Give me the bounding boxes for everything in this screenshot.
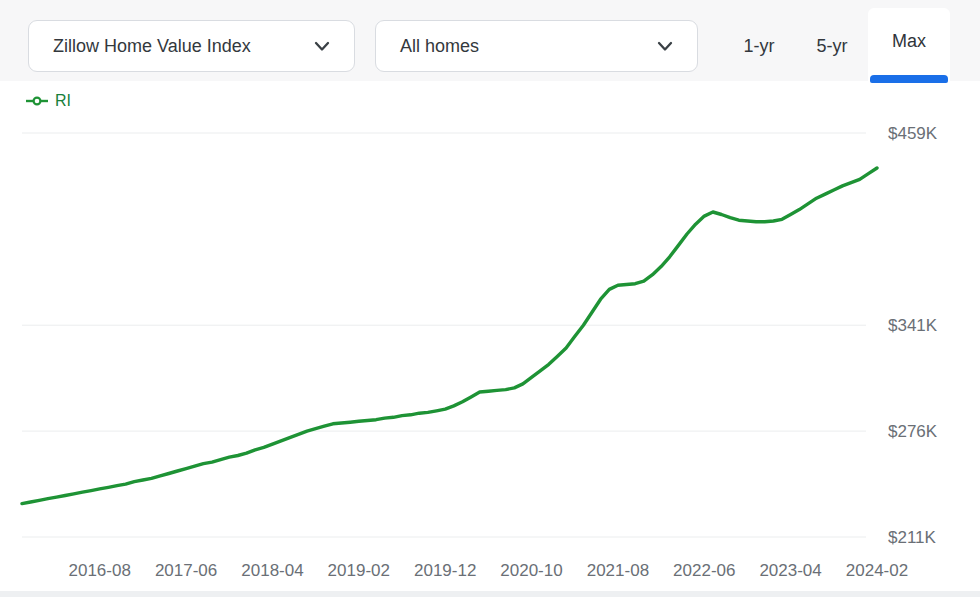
line-chart[interactable]: $459K $341K $276K $211K 2016-08 2017-06 2018-0… [0,0,980,597]
home-type-select-value: All homes [400,36,479,57]
active-tab-indicator [870,75,948,83]
tab-max[interactable]: Max [868,8,950,85]
tab-max-container: Max [868,8,950,85]
y-axis-label: $211K [888,528,937,547]
x-axis-label: 2019-02 [328,561,390,580]
legend: RI [26,92,71,110]
legend-label: RI [55,92,71,110]
x-axis-label: 2023-04 [759,561,821,580]
tab-5yr[interactable]: 5-yr [802,20,862,72]
x-axis-label: 2024-02 [846,561,908,580]
line-series-icon [26,95,48,107]
x-axis-label: 2019-12 [414,561,476,580]
chart-controls-header: Zillow Home Value Index All homes 1-yr 5… [0,0,980,81]
y-axis-label: $459K [888,124,938,143]
y-axis-label: $341K [888,316,938,335]
zhvi-chart-widget: Zillow Home Value Index All homes 1-yr 5… [0,0,980,597]
x-axis-label: 2020-10 [500,561,562,580]
tab-1yr[interactable]: 1-yr [728,20,790,72]
x-axis-label: 2021-08 [587,561,649,580]
x-axis-label: 2017-06 [155,561,217,580]
chevron-down-icon [655,36,675,56]
bottom-divider [0,591,980,597]
x-axis-label: 2022-06 [673,561,735,580]
metric-select[interactable]: Zillow Home Value Index [28,20,355,72]
x-axis-label: 2018-04 [241,561,303,580]
metric-select-value: Zillow Home Value Index [53,36,251,57]
home-type-select[interactable]: All homes [375,20,698,72]
x-axis-label: 2016-08 [69,561,131,580]
legend-item[interactable]: RI [26,92,71,110]
ri-series-line [22,168,877,504]
y-axis-label: $276K [888,422,938,441]
chevron-down-icon [312,36,332,56]
